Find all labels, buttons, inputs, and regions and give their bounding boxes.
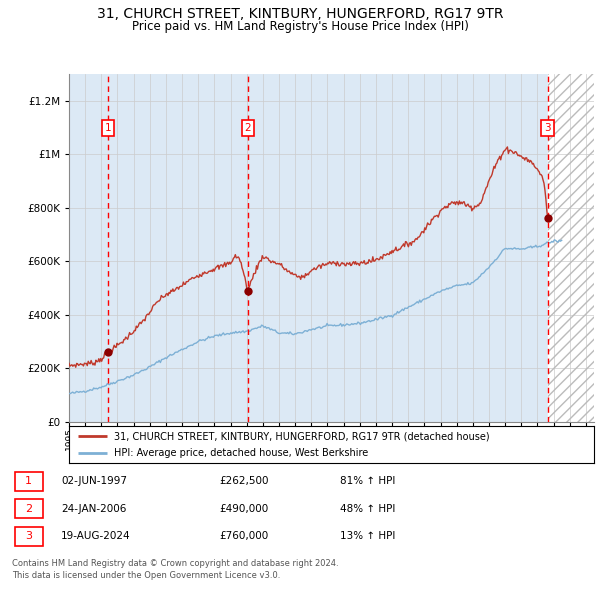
Text: 31, CHURCH STREET, KINTBURY, HUNGERFORD, RG17 9TR (detached house): 31, CHURCH STREET, KINTBURY, HUNGERFORD,… xyxy=(113,431,489,441)
Text: £760,000: £760,000 xyxy=(220,531,269,541)
FancyBboxPatch shape xyxy=(15,527,43,546)
Text: Contains HM Land Registry data © Crown copyright and database right 2024.: Contains HM Land Registry data © Crown c… xyxy=(12,559,338,568)
Text: 31, CHURCH STREET, KINTBURY, HUNGERFORD, RG17 9TR: 31, CHURCH STREET, KINTBURY, HUNGERFORD,… xyxy=(97,7,503,21)
Text: 3: 3 xyxy=(544,123,551,133)
Text: 13% ↑ HPI: 13% ↑ HPI xyxy=(340,531,395,541)
Text: This data is licensed under the Open Government Licence v3.0.: This data is licensed under the Open Gov… xyxy=(12,571,280,579)
Text: £490,000: £490,000 xyxy=(220,504,269,514)
Bar xyxy=(548,74,594,422)
Text: 2: 2 xyxy=(245,123,251,133)
FancyBboxPatch shape xyxy=(15,472,43,491)
Bar xyxy=(69,74,548,422)
Text: HPI: Average price, detached house, West Berkshire: HPI: Average price, detached house, West… xyxy=(113,448,368,458)
Text: £262,500: £262,500 xyxy=(220,477,269,487)
Text: 1: 1 xyxy=(25,477,32,487)
Text: 19-AUG-2024: 19-AUG-2024 xyxy=(61,531,131,541)
Text: 48% ↑ HPI: 48% ↑ HPI xyxy=(340,504,395,514)
Text: 81% ↑ HPI: 81% ↑ HPI xyxy=(340,477,395,487)
Bar xyxy=(548,74,594,422)
Text: 1: 1 xyxy=(105,123,112,133)
Text: 3: 3 xyxy=(25,531,32,541)
FancyBboxPatch shape xyxy=(15,500,43,518)
Text: 24-JAN-2006: 24-JAN-2006 xyxy=(61,504,127,514)
Text: Price paid vs. HM Land Registry's House Price Index (HPI): Price paid vs. HM Land Registry's House … xyxy=(131,20,469,33)
Text: 2: 2 xyxy=(25,504,32,514)
Text: 02-JUN-1997: 02-JUN-1997 xyxy=(61,477,127,487)
